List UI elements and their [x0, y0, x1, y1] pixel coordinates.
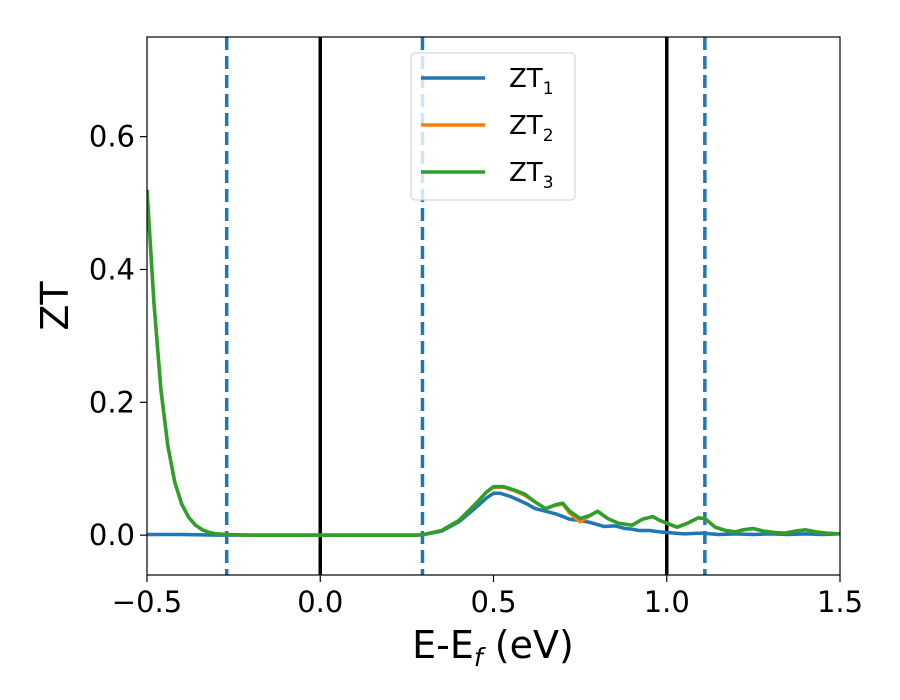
y-tick-label-1: 0.2 [89, 385, 135, 419]
x-tick-label-3: 1.0 [644, 585, 690, 619]
legend-label-3: ZT3 [509, 158, 554, 193]
legend-label-2: ZT2 [509, 111, 554, 146]
y-tick-label-2: 0.4 [89, 252, 135, 286]
reference-lines [224, 37, 707, 575]
series-line-2 [147, 189, 840, 537]
series-layer [147, 189, 840, 537]
y-tick-label-3: 0.6 [89, 120, 135, 154]
legend-label-1: ZT1 [509, 64, 554, 99]
x-tick-label-0: −0.5 [112, 585, 182, 619]
y-axis: 0.0 0.2 0.4 0.6 [89, 120, 147, 552]
x-axis-label: E-Ef (eV) [412, 623, 574, 672]
y-tick-label-0: 0.0 [89, 518, 135, 552]
x-tick-label-1: 0.0 [297, 585, 343, 619]
legend-box [410, 52, 576, 201]
series-line-3 [147, 189, 840, 537]
x-tick-label-4: 1.5 [817, 585, 863, 619]
x-axis: −0.5 0.0 0.5 1.0 1.5 [112, 575, 863, 619]
y-axis-label: ZT [33, 281, 77, 331]
x-tick-label-2: 0.5 [470, 585, 516, 619]
legend: ZT1 ZT2 ZT3 [410, 52, 576, 201]
series-line-1 [147, 491, 840, 537]
